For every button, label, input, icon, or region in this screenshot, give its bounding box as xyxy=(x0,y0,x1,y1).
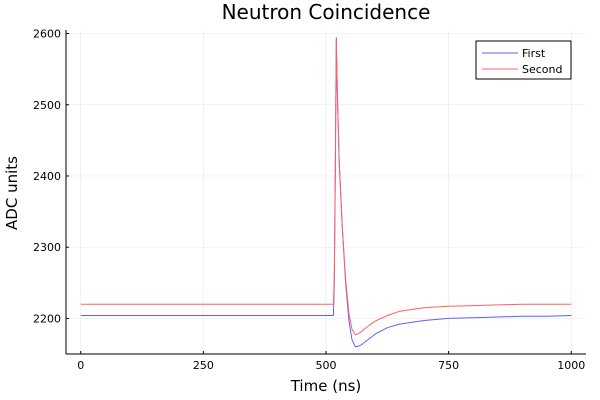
series-line-first xyxy=(80,37,572,348)
y-tick-label: 2400 xyxy=(33,170,61,183)
y-tick-label: 2300 xyxy=(33,241,61,254)
legend-label-second: Second xyxy=(522,63,562,76)
y-tick-label: 2600 xyxy=(33,28,61,41)
legend: First Second xyxy=(475,40,572,80)
grid xyxy=(66,30,586,354)
series-lines xyxy=(80,37,572,348)
x-axis-title: Time (ns) xyxy=(290,377,362,395)
x-tick-label: 250 xyxy=(193,359,214,372)
x-tick-label: 750 xyxy=(438,359,459,372)
x-tick-label: 500 xyxy=(316,359,337,372)
chart-title: Neutron Coincidence xyxy=(222,0,431,24)
y-axis-title: ADC units xyxy=(3,156,21,230)
series-line-second xyxy=(80,40,572,336)
y-tick-label: 2200 xyxy=(33,312,61,325)
x-tick-label: 1000 xyxy=(557,359,585,372)
legend-label-first: First xyxy=(522,47,546,60)
y-tick-label: 2500 xyxy=(33,99,61,112)
legend-box xyxy=(475,40,572,80)
ticks: 0 250 500 750 1000 2200 2300 2400 2500 2600 xyxy=(33,28,585,372)
x-tick-label: 0 xyxy=(77,359,84,372)
